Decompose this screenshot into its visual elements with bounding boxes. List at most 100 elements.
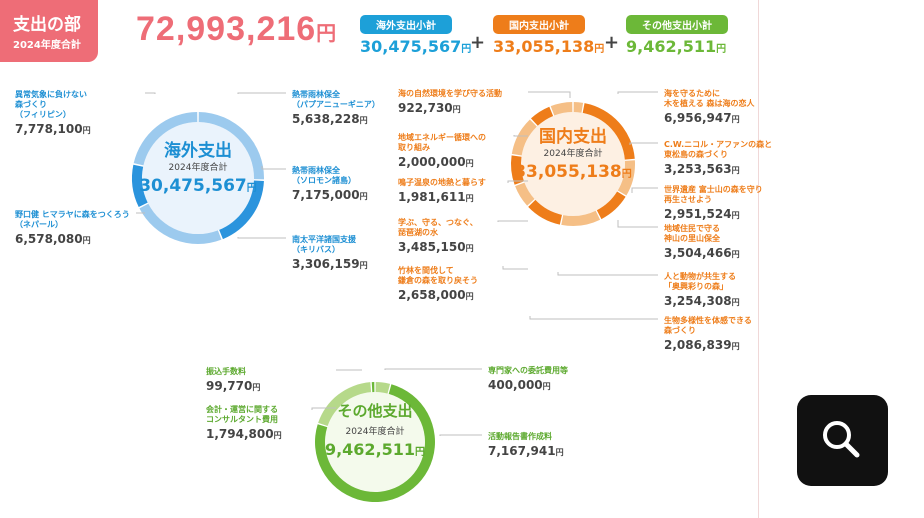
- yen-unit: 円: [415, 447, 426, 458]
- donut-total-value: 9,462,511: [324, 440, 416, 459]
- yen-unit: 円: [465, 292, 474, 301]
- slice-value: 1,794,800: [206, 427, 274, 441]
- yen-unit: 円: [716, 44, 727, 55]
- subtotal-domestic: 国内支出小計 33,055,138円: [493, 14, 604, 56]
- donut-subtitle: 2024年度合計: [168, 163, 228, 173]
- donut-slice: [132, 164, 148, 208]
- leader-line: [261, 166, 286, 170]
- slice-amount: 2,658,000円: [398, 288, 474, 302]
- slice-label: 生物多様性を体感できる 森づくり: [664, 316, 752, 335]
- search-icon: [823, 421, 860, 458]
- slice-value: 7,778,100: [15, 122, 83, 136]
- leader-line: [617, 220, 658, 228]
- subtotal-overseas-value: 30,475,567円: [360, 37, 471, 56]
- donut-slice: [133, 112, 198, 166]
- slice-value: 400,000: [488, 378, 543, 392]
- slice-label: 野口健 ヒマラヤに森をつくろう （ネパール）: [15, 210, 130, 229]
- slice-label: 地域エネルギー循環への 取り組み: [398, 133, 486, 152]
- donut-slice: [371, 382, 375, 393]
- donut-slice: [318, 382, 372, 427]
- donut-subtitle: 2024年度合計: [345, 427, 405, 437]
- slice-value: 7,167,941: [488, 444, 556, 458]
- yen-unit: 円: [555, 448, 564, 457]
- subtotal-other: その他支出小計 9,462,511円: [626, 14, 728, 56]
- grand-total-unit: 円: [316, 23, 338, 45]
- slice-amount: 2,086,839円: [664, 338, 740, 352]
- donut-slice: [561, 210, 601, 226]
- slice-amount: 3,306,159円: [292, 257, 368, 271]
- slice-amount: 1,981,611円: [398, 190, 474, 204]
- yen-unit: 円: [731, 115, 740, 124]
- slice-amount: 3,485,150円: [398, 240, 474, 254]
- slice-amount: 6,956,947円: [664, 111, 740, 125]
- slice-amount: 6,578,080円: [15, 232, 91, 246]
- slice-value: 3,253,563: [664, 162, 732, 176]
- donut-slice: [550, 102, 573, 116]
- leader-line: [557, 272, 658, 276]
- yen-unit: 円: [542, 382, 551, 391]
- slice-label: 海を守るために 木を植える 森は海の恋人: [664, 89, 755, 108]
- slice-label: 振込手数料: [206, 367, 246, 376]
- grand-total-value: 72,993,216: [136, 10, 317, 48]
- subtotal-overseas: 海外支出小計 30,475,567円: [360, 14, 471, 56]
- leader-line: [617, 91, 658, 94]
- yen-unit: 円: [731, 250, 740, 259]
- leader-line: [529, 316, 658, 320]
- donut-slice: [573, 102, 584, 113]
- donut-title: 国内支出: [539, 127, 607, 147]
- leader-line: [502, 266, 528, 270]
- donut-total: 33,055,138円: [509, 162, 637, 182]
- leader-line: [497, 220, 528, 222]
- leader-line: [384, 368, 482, 370]
- slice-amount: 99,770円: [206, 379, 260, 393]
- subtotal-domestic-value: 33,055,138円: [493, 37, 604, 56]
- leader-line: [237, 92, 286, 94]
- search-button[interactable]: [797, 395, 888, 486]
- slice-value: 3,504,466: [664, 246, 732, 260]
- yen-unit: 円: [252, 383, 261, 392]
- section-subtitle: 2024年度合計: [13, 40, 81, 51]
- slice-amount: 922,730円: [398, 101, 461, 115]
- slice-amount: 3,253,563円: [664, 162, 740, 176]
- donut-center-1: [521, 112, 625, 216]
- slice-label: 竹林を間伐して 鎌倉の森を取り戻そう: [398, 266, 478, 285]
- subtotal-overseas-label: 海外支出小計: [360, 15, 452, 34]
- slice-value: 1,981,611: [398, 190, 466, 204]
- donut-title: 海外支出: [164, 141, 232, 161]
- slice-label: 地域住民で守る 神山の里山保全: [664, 224, 720, 243]
- donut-total: 9,462,511円: [311, 440, 439, 459]
- slice-value: 2,658,000: [398, 288, 466, 302]
- yen-unit: 円: [465, 194, 474, 203]
- yen-unit: 円: [731, 211, 740, 220]
- slice-label: 人と動物が共生する 「奥興彩りの森」: [664, 272, 736, 291]
- slice-value: 922,730: [398, 101, 453, 115]
- donut-slice: [511, 155, 525, 185]
- slice-amount: 7,175,000円: [292, 188, 368, 202]
- donut-title: その他支出: [337, 402, 413, 420]
- yen-unit: 円: [731, 298, 740, 307]
- page-frame: [758, 0, 759, 518]
- donut-charts: [132, 91, 658, 502]
- slice-amount: 400,000円: [488, 378, 551, 392]
- slice-label: 学ぶ、守る、つなぐ、 琵琶湖の水: [398, 218, 478, 237]
- yen-unit: 円: [465, 159, 474, 168]
- slice-label: 活動報告書作成料: [488, 432, 552, 441]
- yen-unit: 円: [273, 431, 282, 440]
- slice-label: 専門家への委託費用等: [488, 366, 568, 375]
- plus-sign: +: [604, 32, 620, 53]
- leader-line: [629, 142, 658, 145]
- slice-value: 2,000,000: [398, 155, 466, 169]
- donut-center-0: [142, 122, 254, 234]
- subtotal-other-amount: 9,462,511: [626, 37, 717, 56]
- slice-value: 6,956,947: [664, 111, 732, 125]
- yen-unit: 円: [82, 126, 91, 135]
- donut-slice: [198, 112, 264, 180]
- leader-line: [528, 91, 571, 98]
- yen-unit: 円: [621, 169, 632, 180]
- subtotal-other-label: その他支出小計: [626, 15, 728, 34]
- donut-slice: [528, 199, 562, 225]
- slice-amount: 5,638,228円: [292, 112, 368, 126]
- section-header: 支出の部 2024年度合計: [0, 0, 98, 62]
- yen-unit: 円: [359, 116, 368, 125]
- slice-value: 3,485,150: [398, 240, 466, 254]
